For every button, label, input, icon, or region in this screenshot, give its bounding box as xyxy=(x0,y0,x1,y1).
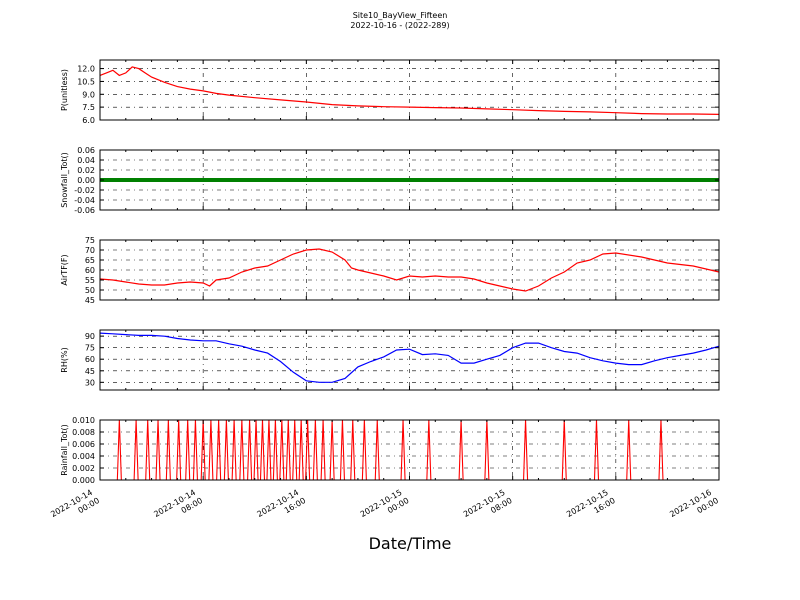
y-tick-label: 60 xyxy=(85,355,95,364)
y-tick-label: 30 xyxy=(85,378,95,387)
y-tick-label: 75 xyxy=(85,344,95,353)
figure-title: Site10_BayView_Fifteen xyxy=(352,11,448,20)
y-axis-label: Snowfall_Tot() xyxy=(60,152,69,208)
figure-subtitle: 2022-10-16 - (2022-289) xyxy=(350,21,450,30)
y-tick-label: 7.5 xyxy=(82,103,95,112)
y-tick-label: 0.000 xyxy=(72,476,95,485)
y-tick-label: 0.006 xyxy=(72,440,95,449)
y-tick-label: 0.002 xyxy=(72,464,95,473)
y-tick-label: 45 xyxy=(85,296,95,305)
y-tick-label: 12.0 xyxy=(77,65,95,74)
y-tick-label: 65 xyxy=(85,256,95,265)
y-tick-label: 55 xyxy=(85,276,95,285)
y-tick-label: 6.0 xyxy=(82,116,95,125)
series-line-4 xyxy=(99,332,720,383)
y-tick-label: 0.00 xyxy=(77,176,95,185)
y-axis-label: Rainfall_Tot() xyxy=(60,424,69,476)
y-axis-label: AirTF(F) xyxy=(60,254,69,285)
x-axis-label: Date/Time xyxy=(368,534,452,553)
y-tick-label: -0.02 xyxy=(74,186,95,195)
y-tick-label: 0.04 xyxy=(77,156,95,165)
y-tick-label: 10.5 xyxy=(77,77,95,86)
y-tick-label: 75 xyxy=(85,236,95,245)
y-tick-label: 45 xyxy=(85,367,95,376)
y-tick-label: 0.02 xyxy=(77,166,95,175)
y-tick-label: 50 xyxy=(85,286,95,295)
y-tick-label: 0.06 xyxy=(77,146,95,155)
y-tick-label: 70 xyxy=(85,246,95,255)
y-tick-label: 90 xyxy=(85,332,95,341)
y-tick-label: 9.0 xyxy=(82,90,95,99)
series-line-1 xyxy=(99,66,720,115)
y-tick-label: 60 xyxy=(85,266,95,275)
series-line-3 xyxy=(99,248,720,292)
y-tick-label: 0.004 xyxy=(72,452,95,461)
y-tick-label: -0.06 xyxy=(74,206,95,215)
y-tick-label: 0.008 xyxy=(72,428,95,437)
y-axis-label: RH(%) xyxy=(60,347,69,372)
y-tick-label: -0.04 xyxy=(74,196,95,205)
y-tick-label: 0.010 xyxy=(72,416,95,425)
y-axis-label: P(unitless) xyxy=(60,69,69,111)
